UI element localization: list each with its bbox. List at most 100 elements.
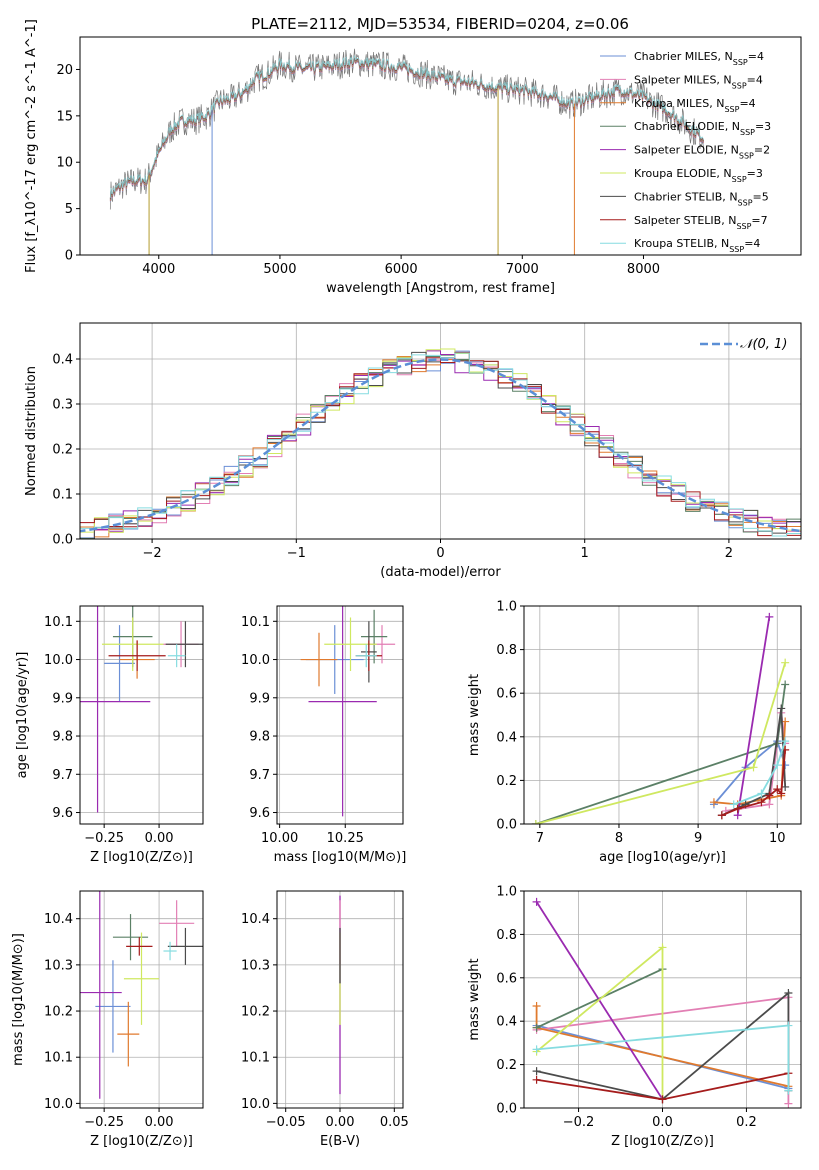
weight-point-marker (531, 820, 540, 824)
y-tick-label: 0.4 (496, 1015, 517, 1030)
weight-series-line (725, 712, 787, 812)
mass-vs-ebv-panel: −0.05 0.00 0.05 10.0 10.1 10.2 10.3 10.4 E(B-V) (241, 890, 409, 1149)
y-tick-label: 10.0 (44, 1097, 73, 1112)
x-tick-label: 10.25 (327, 831, 364, 846)
legend-label: Chabrier MILES, NSSP=4 (634, 50, 764, 67)
y-tick-label: 0.2 (496, 1058, 517, 1073)
weight-point-marker (709, 798, 718, 807)
age-vs-Z-panel: −0.25 0.00 9.6 9.7 9.8 9.9 10.0 10.1 Z [log10(Z/… (15, 605, 204, 865)
axes-frame (523, 605, 802, 825)
y-tick-label: 10.0 (44, 653, 73, 668)
x-tick-label: 0 (436, 546, 444, 561)
y-tick-label: 0.4 (496, 730, 517, 745)
x-tick-label: −0.05 (266, 1115, 306, 1130)
plot-area (80, 348, 801, 539)
y-tick-label: 5 (65, 202, 73, 217)
x-tick-label: 8000 (627, 262, 660, 277)
x-axis-label: wavelength [Angstrom, rest frame] (326, 281, 555, 296)
legend-label: Kroupa ELODIE, NSSP=3 (634, 167, 763, 184)
weight-point-marker (733, 804, 742, 813)
residual-histogram-step (80, 352, 801, 537)
model-spectrum-line (109, 55, 704, 198)
y-tick-label: 0.3 (52, 398, 73, 413)
legend-n: N (716, 97, 724, 110)
y-axis-label: Flux [f_λ10^-17 erg cm^-2 s^-1 A^-1] (24, 19, 39, 273)
y-tick-label: 0.1 (52, 488, 73, 503)
legend-value: =4 (739, 97, 755, 110)
y-tick-label: 0.2 (496, 774, 517, 789)
weight-vs-age-panel: 7 8 9 10 0.0 0.2 0.4 0.6 0.8 1.0 age [log10(age/yr… (467, 600, 802, 865)
x-axis-label: Z [log10(Z/Z⊙)] (611, 1134, 714, 1149)
legend-n: N (729, 190, 737, 203)
weight-point-marker (749, 763, 758, 772)
plot-area (80, 891, 203, 1099)
y-tick-label: 0.8 (496, 643, 517, 658)
y-tick-label: 0.0 (52, 533, 73, 548)
x-axis-label: age [log10(age/yr)] (599, 850, 726, 865)
y-tick-label: 0.6 (496, 687, 517, 702)
y-tick-label: 10.4 (241, 912, 270, 927)
spectrum-panel: 4000 5000 6000 7000 8000 0 5 10 15 20 wavelength [… (24, 19, 802, 296)
gaussian-reference-curve (80, 358, 801, 533)
weight-point-marker (532, 1075, 541, 1084)
y-tick-label: 9.7 (52, 768, 73, 783)
y-tick-label: 0.4 (52, 353, 73, 368)
y-tick-label: 0 (65, 249, 73, 264)
x-tick-label: −2 (143, 546, 162, 561)
legend-value: =7 (751, 214, 767, 227)
plot-area (80, 606, 203, 813)
legend-label: Chabrier ELODIE, NSSP=3 (634, 120, 771, 137)
legend-label: 𝒩(0, 1) (740, 337, 787, 352)
axes-frame (276, 605, 404, 825)
legend-value: =3 (755, 120, 771, 133)
y-tick-label: 0.0 (496, 1102, 517, 1117)
x-tick-label: 1 (581, 546, 589, 561)
x-tick-label: 0.2 (736, 1115, 757, 1130)
legend-value: =4 (744, 237, 760, 250)
legend-n: N (721, 237, 729, 250)
y-tick-label: 9.9 (52, 691, 73, 706)
x-tick-label: 7000 (506, 262, 539, 277)
x-axis-label: (data-model)/error (380, 565, 501, 580)
legend-value: =5 (753, 190, 769, 203)
y-axis-label: age [log10(age/yr)] (15, 652, 30, 779)
legend-sub: SSP (738, 198, 753, 207)
legend-sub: SSP (739, 151, 754, 160)
legend-sub: SSP (732, 81, 747, 90)
weight-vs-Z-panel: −0.2 0.0 0.2 0.0 0.2 0.4 0.6 0.8 1.0 Z [log10(Z/Z… (467, 885, 802, 1149)
x-tick-label: −0.25 (84, 831, 124, 846)
weight-point-marker (532, 1067, 541, 1076)
weight-point-marker (729, 800, 738, 809)
plot-area (531, 612, 790, 824)
weight-point-marker (658, 943, 667, 952)
legend-value: =4 (747, 73, 763, 86)
y-tick-label: 0.8 (496, 928, 517, 943)
y-tick-label: 10.0 (241, 1097, 270, 1112)
x-tick-label: 0.0 (652, 1115, 673, 1130)
y-tick-label: 10.0 (241, 653, 270, 668)
y-tick-label: 1.0 (496, 885, 517, 900)
x-tick-label: 6000 (385, 262, 418, 277)
y-tick-label: 20 (56, 63, 73, 78)
y-tick-label: 0.2 (52, 443, 73, 458)
plot-area (300, 606, 396, 817)
weight-point-marker (658, 1095, 667, 1104)
weight-series-line (736, 616, 771, 816)
weight-point-marker (777, 789, 786, 798)
weight-point-marker (717, 811, 726, 820)
x-axis-label: Z [log10(Z/Z⊙)] (90, 850, 193, 865)
x-tick-label: 0.00 (326, 1115, 355, 1130)
legend-label: Salpeter MILES, NSSP=4 (634, 73, 763, 90)
y-tick-label: 10.1 (44, 615, 73, 630)
weight-point-marker (777, 704, 786, 713)
y-axis-label: mass [log10(M/M⊙)] (11, 933, 26, 1066)
x-tick-label: 7 (536, 831, 544, 846)
y-tick-label: 0.0 (496, 818, 517, 833)
y-tick-label: 9.8 (249, 730, 270, 745)
weight-point-marker (781, 658, 790, 667)
weight-point-marker (532, 1023, 541, 1032)
y-tick-label: 10.2 (44, 1005, 73, 1020)
y-tick-label: 10.1 (44, 1051, 73, 1066)
observed-spectrum-line (109, 48, 704, 210)
